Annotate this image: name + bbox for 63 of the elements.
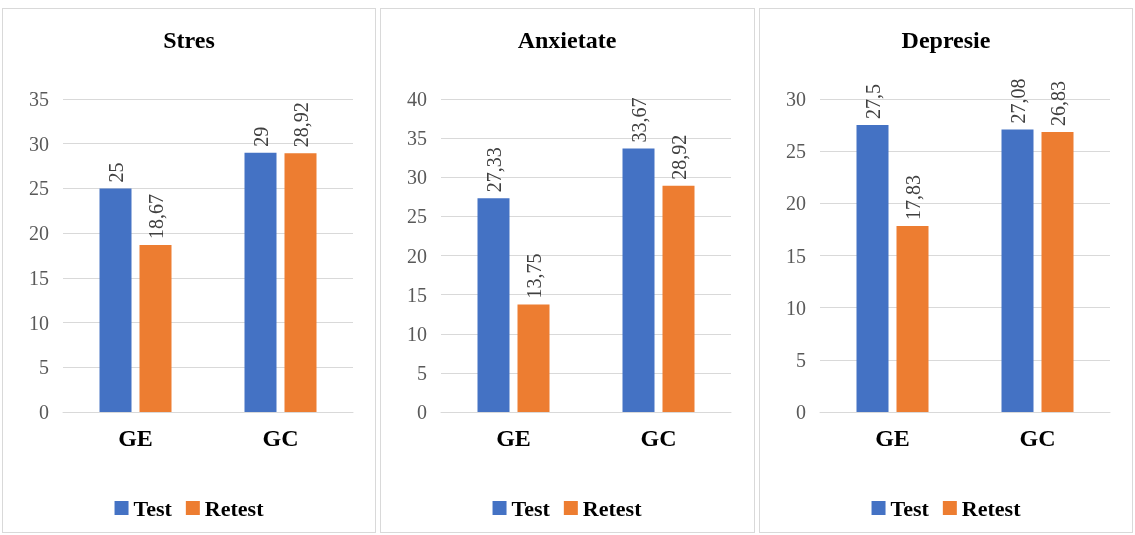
data-label: 17,83 — [901, 174, 924, 220]
y-tick-label: 20 — [407, 244, 428, 267]
data-label: 13,75 — [522, 253, 545, 299]
x-tick-label: GE — [118, 425, 153, 451]
bar — [856, 125, 889, 412]
x-tick-label: GC — [262, 425, 299, 451]
y-tick-label: 0 — [39, 401, 49, 423]
y-tick-label: 0 — [417, 401, 428, 423]
bar — [1041, 132, 1074, 412]
bar — [139, 245, 172, 412]
legend-label: Test — [511, 495, 551, 521]
bar — [477, 198, 510, 412]
y-tick-label: 10 — [785, 296, 806, 319]
data-label: 27,5 — [861, 84, 884, 120]
y-tick-label: 30 — [29, 132, 49, 155]
bar — [1001, 129, 1034, 412]
data-label: 18,67 — [144, 194, 167, 240]
bar — [662, 185, 695, 412]
y-tick-label: 35 — [407, 127, 428, 150]
y-tick-label: 10 — [29, 311, 49, 334]
chart-title: Anxietate — [518, 27, 617, 53]
legend-label: Test — [890, 495, 930, 521]
legend-label: Retest — [961, 495, 1021, 521]
y-tick-label: 5 — [795, 348, 806, 371]
y-tick-label: 15 — [785, 244, 806, 267]
chart-title: Depresie — [901, 27, 991, 53]
bar — [244, 152, 277, 412]
y-tick-label: 25 — [407, 205, 428, 228]
legend-label: Retest — [204, 495, 265, 521]
y-tick-label: 20 — [29, 222, 49, 245]
chart-title: Stres — [163, 27, 215, 53]
bar — [517, 304, 550, 412]
y-tick-label: 35 — [29, 88, 49, 110]
data-label: 27,33 — [482, 147, 505, 193]
x-tick-label: GE — [496, 425, 532, 451]
y-tick-label: 15 — [407, 283, 428, 306]
y-tick-label: 25 — [29, 177, 49, 200]
y-tick-label: 30 — [785, 88, 806, 110]
y-tick-label: 25 — [785, 140, 806, 163]
y-tick-label: 5 — [417, 361, 428, 384]
y-tick-label: 10 — [407, 322, 428, 345]
y-tick-label: 15 — [29, 266, 49, 289]
data-label: 28,92 — [289, 102, 312, 148]
data-label: 26,83 — [1046, 81, 1069, 127]
legend-label: Test — [133, 495, 173, 521]
legend-label: Retest — [583, 495, 643, 521]
data-label: 33,67 — [627, 97, 650, 143]
data-label: 29 — [249, 126, 272, 147]
x-tick-label: GC — [1019, 425, 1056, 451]
bar — [284, 153, 317, 412]
y-tick-label: 30 — [407, 166, 428, 189]
y-tick-label: 5 — [39, 356, 49, 379]
data-label: 28,92 — [667, 134, 690, 180]
y-tick-label: 20 — [785, 192, 806, 215]
bar — [896, 225, 929, 412]
data-label: 25 — [104, 162, 127, 183]
bar — [99, 188, 132, 412]
x-tick-label: GE — [874, 425, 910, 451]
x-tick-label: GC — [640, 425, 677, 451]
bar — [622, 148, 655, 412]
y-tick-label: 40 — [407, 88, 428, 110]
data-label: 27,08 — [1006, 78, 1029, 124]
y-tick-label: 0 — [795, 401, 806, 423]
